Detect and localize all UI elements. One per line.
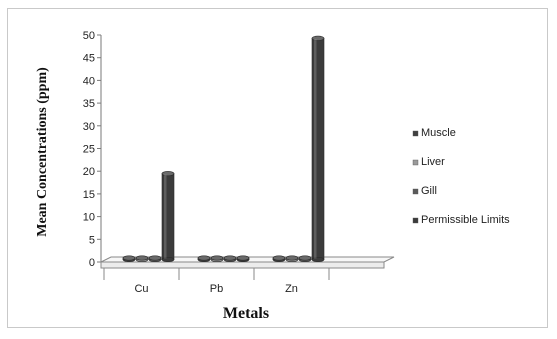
bar	[298, 255, 312, 262]
y-tick-label: 0	[89, 257, 95, 269]
bar-highlight	[314, 39, 317, 259]
bar-top	[197, 255, 211, 261]
legend-label: Liver	[421, 156, 445, 168]
x-tick-label: Cu	[134, 283, 148, 295]
x-tick-label: Zn	[285, 283, 298, 295]
bar-top	[148, 255, 162, 261]
bars	[122, 35, 325, 262]
bar-body	[311, 38, 325, 260]
bar-top	[298, 255, 312, 261]
bar	[236, 255, 250, 262]
bar	[122, 255, 136, 262]
bar-top	[135, 255, 149, 261]
bar-top	[285, 255, 299, 261]
x-axis-title: Metals	[223, 305, 269, 322]
y-tick-label: 30	[83, 121, 95, 133]
bar-top	[122, 255, 136, 261]
legend-label: Muscle	[421, 127, 456, 139]
bar	[311, 35, 325, 262]
legend-swatch	[412, 217, 419, 224]
y-tick-label: 35	[83, 98, 95, 110]
legend-label: Permissible Limits	[421, 214, 510, 226]
bar-base	[161, 256, 175, 262]
bar-body	[161, 173, 175, 260]
y-tick-label: 25	[83, 144, 95, 156]
bar-top	[272, 255, 286, 261]
bar	[197, 255, 211, 262]
chart-frame	[7, 8, 548, 328]
y-tick-label: 20	[83, 166, 95, 178]
y-tick-labels: 0 5 10 15 20 25 30 35 40 45 50	[83, 30, 95, 269]
bar	[223, 255, 237, 262]
legend: Muscle Liver Gill Permissible Limits	[412, 127, 510, 226]
y-tick-label: 10	[83, 212, 95, 224]
axes	[97, 34, 330, 280]
bar	[135, 255, 149, 262]
bar-top	[236, 255, 250, 261]
x-tick-label: Pb	[210, 283, 223, 295]
bar	[148, 255, 162, 262]
y-tick-label: 5	[89, 234, 95, 246]
x-tick-labels: Cu Pb Zn	[134, 283, 297, 295]
bar	[210, 255, 224, 262]
y-tick-label: 45	[83, 53, 95, 65]
floor-front	[100, 261, 385, 269]
bar-top	[161, 171, 175, 177]
legend-swatch	[412, 159, 419, 166]
bar-top	[223, 255, 237, 261]
bar	[161, 171, 175, 262]
y-tick-label: 50	[83, 30, 95, 42]
y-axis-title: Mean Concentrations (ppm)	[35, 67, 50, 237]
legend-swatch	[412, 130, 419, 137]
bar-highlight	[164, 174, 167, 259]
y-tick-label: 15	[83, 189, 95, 201]
bar-top	[311, 35, 325, 41]
bar	[272, 255, 286, 262]
bar-top	[210, 255, 224, 261]
bar-base	[311, 256, 325, 262]
bar	[285, 255, 299, 262]
legend-swatch	[412, 188, 419, 195]
legend-label: Gill	[421, 185, 437, 197]
y-tick-label: 40	[83, 75, 95, 87]
